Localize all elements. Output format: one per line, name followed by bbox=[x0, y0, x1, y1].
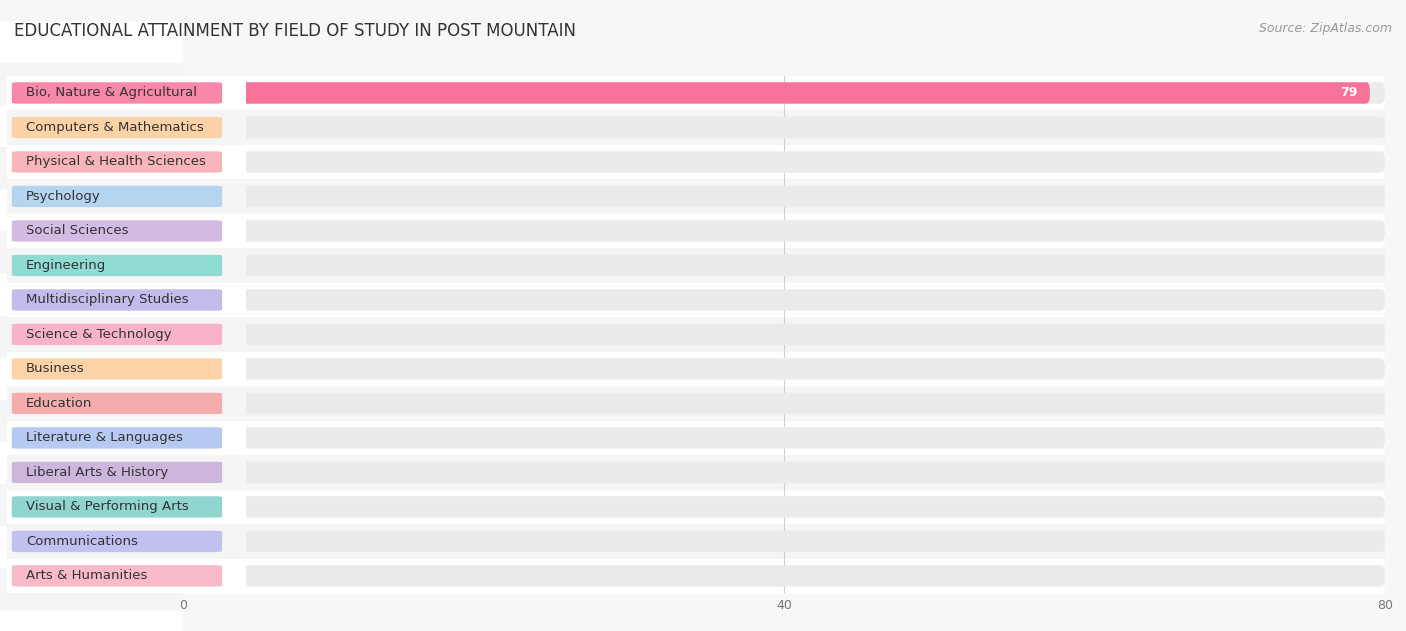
Text: Education: Education bbox=[27, 397, 93, 410]
Text: 0: 0 bbox=[205, 569, 214, 582]
Bar bbox=[183, 421, 1385, 455]
Text: Social Sciences: Social Sciences bbox=[27, 225, 129, 237]
FancyBboxPatch shape bbox=[11, 427, 222, 449]
FancyBboxPatch shape bbox=[11, 82, 222, 103]
Text: 0: 0 bbox=[205, 190, 214, 203]
Text: 0: 0 bbox=[205, 432, 214, 444]
FancyBboxPatch shape bbox=[186, 427, 1385, 449]
Bar bbox=[7, 558, 246, 593]
FancyBboxPatch shape bbox=[186, 255, 1385, 276]
Text: Visual & Performing Arts: Visual & Performing Arts bbox=[27, 500, 188, 514]
Bar bbox=[183, 558, 1385, 593]
Text: 0: 0 bbox=[205, 121, 214, 134]
Bar bbox=[183, 214, 1385, 248]
Text: Arts & Humanities: Arts & Humanities bbox=[27, 569, 148, 582]
Bar bbox=[183, 524, 1385, 558]
Bar bbox=[7, 110, 246, 144]
Bar bbox=[7, 386, 246, 421]
FancyBboxPatch shape bbox=[11, 496, 222, 517]
Text: 0: 0 bbox=[205, 225, 214, 237]
FancyBboxPatch shape bbox=[186, 82, 1369, 103]
FancyBboxPatch shape bbox=[11, 186, 222, 207]
FancyBboxPatch shape bbox=[11, 289, 222, 310]
FancyBboxPatch shape bbox=[11, 392, 222, 414]
FancyBboxPatch shape bbox=[186, 324, 1385, 345]
FancyBboxPatch shape bbox=[186, 289, 1385, 310]
Text: Business: Business bbox=[27, 362, 84, 375]
Bar bbox=[7, 455, 246, 490]
FancyBboxPatch shape bbox=[11, 220, 222, 242]
Bar bbox=[183, 248, 1385, 283]
Text: Physical & Health Sciences: Physical & Health Sciences bbox=[27, 155, 207, 168]
Text: 79: 79 bbox=[1340, 86, 1358, 100]
Bar bbox=[183, 144, 1385, 179]
Text: Psychology: Psychology bbox=[27, 190, 101, 203]
FancyBboxPatch shape bbox=[11, 531, 222, 552]
Text: 0: 0 bbox=[205, 155, 214, 168]
FancyBboxPatch shape bbox=[11, 324, 222, 345]
FancyBboxPatch shape bbox=[11, 117, 222, 138]
Text: Source: ZipAtlas.com: Source: ZipAtlas.com bbox=[1258, 22, 1392, 35]
Bar bbox=[183, 386, 1385, 421]
Bar bbox=[7, 214, 246, 248]
FancyBboxPatch shape bbox=[186, 358, 1385, 380]
Bar bbox=[7, 76, 246, 110]
Text: Multidisciplinary Studies: Multidisciplinary Studies bbox=[27, 293, 188, 307]
Text: 0: 0 bbox=[205, 259, 214, 272]
Text: Engineering: Engineering bbox=[27, 259, 107, 272]
Bar bbox=[7, 490, 246, 524]
Text: 0: 0 bbox=[205, 466, 214, 479]
Bar bbox=[183, 110, 1385, 144]
FancyBboxPatch shape bbox=[186, 496, 1385, 517]
Text: 0: 0 bbox=[205, 362, 214, 375]
FancyBboxPatch shape bbox=[186, 151, 1385, 173]
Bar bbox=[183, 317, 1385, 351]
Bar bbox=[7, 524, 246, 558]
FancyBboxPatch shape bbox=[186, 117, 1385, 138]
FancyBboxPatch shape bbox=[11, 151, 222, 173]
FancyBboxPatch shape bbox=[186, 392, 1385, 414]
Text: Bio, Nature & Agricultural: Bio, Nature & Agricultural bbox=[27, 86, 197, 100]
Bar bbox=[183, 490, 1385, 524]
FancyBboxPatch shape bbox=[186, 186, 1385, 207]
Text: 0: 0 bbox=[205, 500, 214, 514]
Bar bbox=[183, 76, 1385, 110]
FancyBboxPatch shape bbox=[11, 358, 222, 380]
Text: Science & Technology: Science & Technology bbox=[27, 328, 172, 341]
Text: Computers & Mathematics: Computers & Mathematics bbox=[27, 121, 204, 134]
Bar bbox=[7, 144, 246, 179]
Bar bbox=[7, 283, 246, 317]
Bar bbox=[7, 351, 246, 386]
FancyBboxPatch shape bbox=[11, 462, 222, 483]
FancyBboxPatch shape bbox=[186, 220, 1385, 242]
Bar bbox=[183, 179, 1385, 214]
Text: Literature & Languages: Literature & Languages bbox=[27, 432, 183, 444]
Text: EDUCATIONAL ATTAINMENT BY FIELD OF STUDY IN POST MOUNTAIN: EDUCATIONAL ATTAINMENT BY FIELD OF STUDY… bbox=[14, 22, 576, 40]
Text: Liberal Arts & History: Liberal Arts & History bbox=[27, 466, 169, 479]
Text: 0: 0 bbox=[205, 328, 214, 341]
Text: 0: 0 bbox=[205, 397, 214, 410]
FancyBboxPatch shape bbox=[11, 565, 222, 587]
FancyBboxPatch shape bbox=[186, 462, 1385, 483]
Text: 0: 0 bbox=[205, 293, 214, 307]
Bar bbox=[183, 351, 1385, 386]
Bar bbox=[7, 421, 246, 455]
Text: Communications: Communications bbox=[27, 535, 138, 548]
Bar bbox=[7, 248, 246, 283]
FancyBboxPatch shape bbox=[186, 565, 1385, 587]
FancyBboxPatch shape bbox=[11, 255, 222, 276]
Bar bbox=[7, 317, 246, 351]
Bar bbox=[183, 455, 1385, 490]
Bar bbox=[7, 179, 246, 214]
FancyBboxPatch shape bbox=[186, 82, 1385, 103]
FancyBboxPatch shape bbox=[186, 531, 1385, 552]
Bar bbox=[183, 283, 1385, 317]
Text: 0: 0 bbox=[205, 535, 214, 548]
